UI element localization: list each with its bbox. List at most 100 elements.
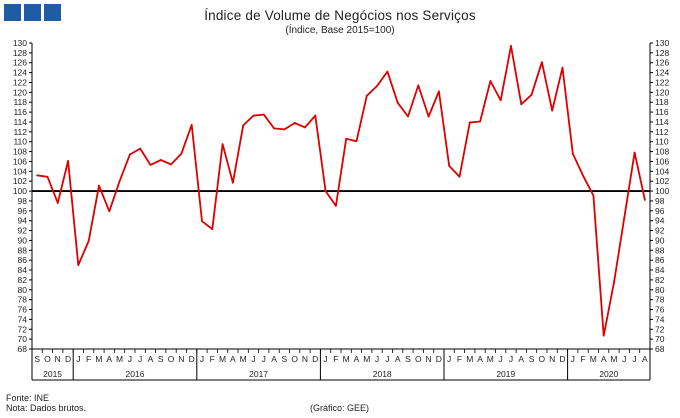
month-label: J bbox=[128, 354, 132, 364]
month-label: D bbox=[559, 354, 565, 364]
y-tick-label-left: 106 bbox=[13, 156, 27, 166]
data-point bbox=[407, 115, 409, 118]
month-label: N bbox=[178, 354, 184, 364]
source-notes: Fonte: INE Nota: Dados brutos. bbox=[6, 393, 86, 413]
data-point bbox=[273, 127, 275, 130]
data-point bbox=[211, 228, 214, 230]
data-point bbox=[633, 151, 636, 154]
month-label: M bbox=[610, 354, 617, 364]
data-point bbox=[437, 90, 440, 93]
data-point bbox=[396, 101, 399, 104]
year-label: 2019 bbox=[496, 369, 515, 379]
year-label: 2015 bbox=[43, 369, 62, 379]
data-point bbox=[468, 121, 471, 124]
data-point bbox=[355, 140, 358, 143]
data-point bbox=[304, 126, 306, 129]
y-tick-label-right: 90 bbox=[655, 235, 665, 245]
data-point bbox=[489, 80, 492, 82]
year-label: 2020 bbox=[599, 369, 618, 379]
month-label: M bbox=[116, 354, 123, 364]
data-point bbox=[180, 152, 183, 155]
month-label: M bbox=[240, 354, 247, 364]
month-label: O bbox=[44, 354, 51, 364]
y-tick-label-left: 116 bbox=[13, 107, 27, 117]
data-point bbox=[77, 264, 80, 266]
month-label: J bbox=[447, 354, 451, 364]
y-tick-label-left: 90 bbox=[18, 235, 28, 245]
data-point bbox=[87, 240, 90, 242]
y-tick-label-left: 92 bbox=[18, 226, 28, 236]
y-tick-label-left: 78 bbox=[18, 295, 28, 305]
y-tick-label-right: 96 bbox=[655, 206, 665, 216]
y-tick-label-right: 122 bbox=[655, 77, 669, 87]
y-tick-label-right: 86 bbox=[655, 255, 665, 265]
y-tick-label-right: 116 bbox=[655, 107, 669, 117]
month-label: A bbox=[148, 354, 154, 364]
month-label: A bbox=[477, 354, 483, 364]
data-point bbox=[262, 113, 265, 116]
month-label: F bbox=[457, 354, 462, 364]
y-tick-label-left: 70 bbox=[18, 334, 28, 344]
data-point bbox=[293, 122, 296, 124]
series-line bbox=[36, 45, 646, 337]
y-tick-label-left: 112 bbox=[13, 127, 27, 137]
data-point bbox=[417, 84, 420, 87]
month-label: J bbox=[632, 354, 636, 364]
y-tick-label-left: 118 bbox=[13, 97, 27, 107]
y-tick-label-left: 100 bbox=[13, 186, 27, 196]
y-tick-label-right: 82 bbox=[655, 275, 665, 285]
data-point bbox=[623, 216, 626, 219]
data-point bbox=[561, 66, 564, 69]
y-tick-label-left: 98 bbox=[18, 196, 28, 206]
y-tick-label-left: 108 bbox=[13, 147, 27, 157]
data-point bbox=[345, 137, 348, 140]
y-tick-label-right: 102 bbox=[655, 176, 669, 186]
y-tick-label-left: 72 bbox=[18, 324, 28, 334]
data-point bbox=[108, 210, 111, 213]
y-tick-label-right: 72 bbox=[655, 324, 665, 334]
data-point bbox=[324, 190, 327, 192]
y-tick-label-left: 124 bbox=[13, 68, 27, 78]
data-point bbox=[571, 152, 574, 155]
data-point bbox=[334, 204, 337, 207]
y-tick-label-left: 84 bbox=[18, 265, 28, 275]
month-label: A bbox=[518, 354, 524, 364]
y-tick-label-left: 76 bbox=[18, 305, 28, 315]
y-tick-label-right: 70 bbox=[655, 334, 665, 344]
month-label: J bbox=[76, 354, 80, 364]
month-label: S bbox=[282, 354, 288, 364]
logo-square bbox=[4, 4, 21, 21]
month-label: O bbox=[168, 354, 175, 364]
month-label: F bbox=[86, 354, 91, 364]
month-label: M bbox=[590, 354, 597, 364]
month-label: M bbox=[219, 354, 226, 364]
y-tick-label-left: 80 bbox=[18, 285, 28, 295]
month-label: D bbox=[189, 354, 195, 364]
data-point bbox=[540, 61, 543, 64]
month-label: J bbox=[323, 354, 327, 364]
month-label: S bbox=[529, 354, 535, 364]
data-point bbox=[479, 120, 481, 123]
data-point bbox=[582, 174, 584, 177]
year-label: 2018 bbox=[373, 369, 392, 379]
chart-credit: (Gráfico: GEE) bbox=[310, 403, 370, 413]
month-label: J bbox=[375, 354, 379, 364]
data-point bbox=[376, 85, 378, 87]
month-label: S bbox=[158, 354, 164, 364]
y-tick-label-right: 124 bbox=[655, 68, 669, 78]
data-point bbox=[530, 93, 533, 96]
year-label: 2016 bbox=[126, 369, 145, 379]
month-label: D bbox=[436, 354, 442, 364]
data-point bbox=[56, 202, 59, 204]
note-label: Nota: Dados brutos. bbox=[6, 403, 87, 413]
month-label: M bbox=[487, 354, 494, 364]
data-point bbox=[252, 114, 255, 117]
data-point bbox=[365, 94, 368, 97]
data-point bbox=[427, 115, 430, 118]
data-point bbox=[190, 124, 193, 126]
data-point bbox=[510, 45, 512, 47]
y-tick-label-right: 120 bbox=[655, 87, 669, 97]
y-tick-label-left: 126 bbox=[13, 58, 27, 68]
source-label: Fonte: INE bbox=[6, 393, 50, 403]
data-point bbox=[139, 147, 142, 150]
